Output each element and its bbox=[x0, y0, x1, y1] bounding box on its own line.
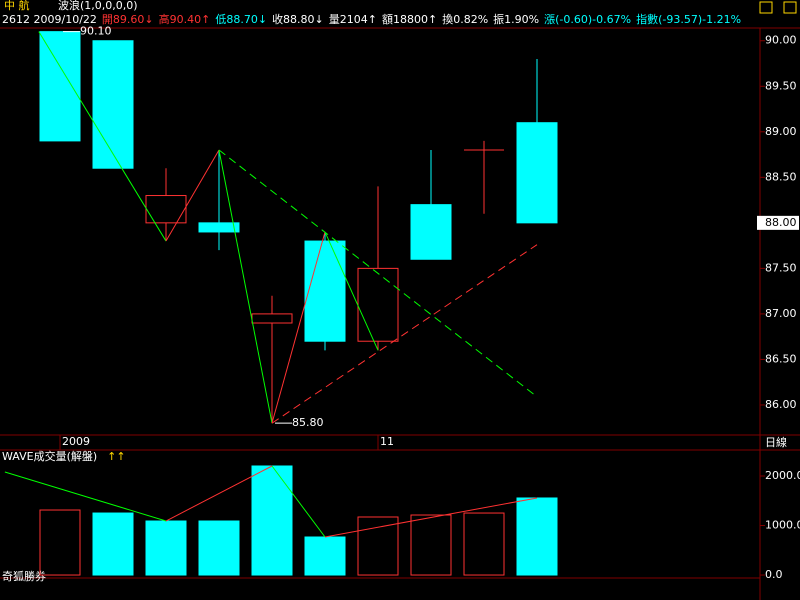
candle-body bbox=[39, 31, 81, 142]
info-item: 高90.40↑ bbox=[159, 12, 211, 26]
wave-segment bbox=[324, 497, 538, 538]
y-tick-label: 89.00 bbox=[765, 125, 797, 138]
info-item: 換0.82% bbox=[442, 13, 488, 26]
volume-bar bbox=[304, 536, 346, 576]
indicator-name: 波浪(1,0,0,0,0) bbox=[58, 0, 138, 12]
period-label: 日線 bbox=[765, 435, 787, 449]
wave-segment bbox=[4, 471, 167, 522]
y-tick-label: 86.00 bbox=[765, 398, 797, 411]
trend-line bbox=[271, 244, 538, 424]
candle-body bbox=[145, 195, 187, 224]
volume-bar bbox=[92, 512, 134, 576]
y-tick-label: 2000.0 bbox=[765, 469, 800, 482]
volume-bar bbox=[357, 516, 399, 576]
y-tick-label: 86.50 bbox=[765, 352, 797, 365]
x-tick-label: 2009 bbox=[62, 435, 90, 448]
annotation-label: 90.10 bbox=[80, 25, 112, 38]
volume-bar bbox=[39, 509, 81, 576]
last-price-box bbox=[757, 215, 799, 230]
info-item: 量2104↑ bbox=[329, 13, 377, 26]
x-tick-label: 11 bbox=[380, 435, 394, 448]
stock-name: 中 航 bbox=[4, 0, 30, 12]
info-item: 2612 2009/10/22 bbox=[2, 13, 97, 26]
wave-segment bbox=[271, 465, 326, 538]
volume-bar bbox=[410, 514, 452, 576]
trend-line bbox=[218, 149, 538, 398]
y-tick-label: 89.50 bbox=[765, 79, 797, 92]
toolbar-icon[interactable] bbox=[783, 1, 797, 14]
volume-bar bbox=[516, 497, 558, 576]
y-tick-label: 87.50 bbox=[765, 261, 797, 274]
info-item: 指數(-93.57)-1.21% bbox=[636, 12, 741, 26]
volume-bar bbox=[145, 520, 187, 576]
footer: 奇狐勝券 bbox=[2, 569, 46, 583]
y-tick-label: 88.00 bbox=[765, 216, 797, 229]
y-tick-label: 90.00 bbox=[765, 34, 797, 47]
info-item: 振1.90% bbox=[493, 12, 539, 26]
info-item: 漲(-0.60)-0.67% bbox=[544, 13, 631, 26]
volume-bar bbox=[251, 465, 293, 576]
volume-title-marks: ↑↑ bbox=[107, 450, 125, 463]
candle-body bbox=[92, 40, 134, 169]
y-tick-label: 88.50 bbox=[765, 170, 797, 183]
info-item: 額18800↑ bbox=[382, 13, 437, 26]
wave-segment bbox=[271, 231, 326, 424]
info-item: 低88.70↓ bbox=[215, 13, 267, 26]
toolbar-icon[interactable] bbox=[759, 1, 773, 14]
wave-segment bbox=[38, 31, 167, 242]
wave-segment bbox=[165, 465, 273, 522]
volume-title: WAVE成交量(解盤) bbox=[2, 449, 97, 463]
y-tick-label: 1000.0 bbox=[765, 519, 800, 532]
info-item: 開89.60↓ bbox=[102, 13, 154, 26]
candle-body bbox=[304, 240, 346, 342]
volume-bar bbox=[463, 512, 505, 576]
annotation-label: 85.80 bbox=[292, 416, 324, 429]
y-tick-label: 0.0 bbox=[765, 568, 783, 581]
y-tick-label: 87.00 bbox=[765, 307, 797, 320]
candle-body bbox=[410, 204, 452, 260]
info-item: 收88.80↓ bbox=[272, 12, 324, 26]
candle-body bbox=[198, 222, 240, 233]
wave-segment bbox=[324, 231, 379, 351]
candle-body bbox=[516, 122, 558, 224]
wave-segment bbox=[165, 149, 220, 242]
volume-bar bbox=[198, 520, 240, 576]
wave-segment bbox=[218, 149, 273, 424]
